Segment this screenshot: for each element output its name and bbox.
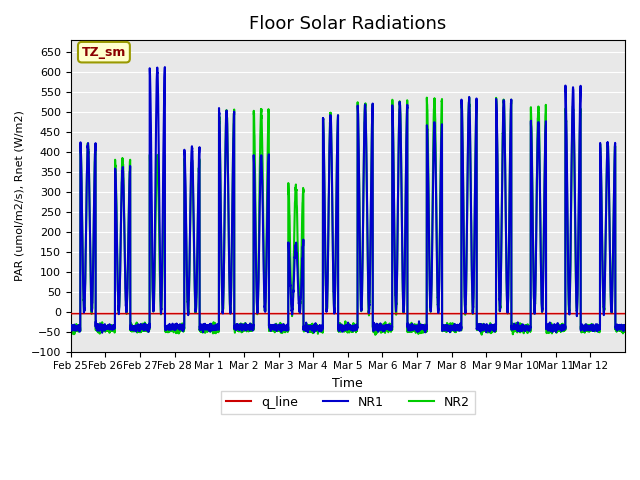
NR2 [67, 324, 74, 330]
NR1 [161, 64, 169, 70]
q_line [398, 311, 406, 316]
NR1 [527, 125, 535, 131]
NR1 [541, 124, 549, 130]
NR2 [527, 113, 535, 119]
NR2 [182, 193, 189, 199]
Title: Floor Solar Radiations: Floor Solar Radiations [249, 15, 447, 33]
q_line [527, 311, 535, 316]
Y-axis label: PAR (umol/m2/s), Rnet (W/m2): PAR (umol/m2/s), Rnet (W/m2) [15, 110, 25, 281]
NR2 [369, 109, 376, 115]
NR2 [371, 332, 379, 338]
X-axis label: Time: Time [332, 377, 364, 390]
q_line [182, 311, 189, 316]
NR1 [621, 324, 629, 330]
NR1 [399, 252, 406, 258]
NR1 [67, 324, 74, 330]
q_line [369, 311, 376, 316]
q_line [541, 311, 549, 316]
Text: TZ_sm: TZ_sm [82, 46, 126, 59]
q_line [621, 311, 629, 316]
NR1 [182, 200, 189, 206]
NR2 [541, 111, 549, 117]
NR2 [500, 100, 508, 106]
NR2 [423, 95, 431, 100]
Legend: q_line, NR1, NR2: q_line, NR1, NR2 [221, 391, 475, 414]
NR2 [621, 323, 629, 329]
NR1 [369, 105, 376, 111]
NR1 [99, 330, 106, 336]
q_line [500, 311, 508, 316]
NR1 [500, 98, 508, 104]
Line: NR2: NR2 [70, 97, 625, 335]
NR2 [398, 243, 406, 249]
Line: NR1: NR1 [70, 67, 625, 333]
q_line [67, 311, 74, 316]
